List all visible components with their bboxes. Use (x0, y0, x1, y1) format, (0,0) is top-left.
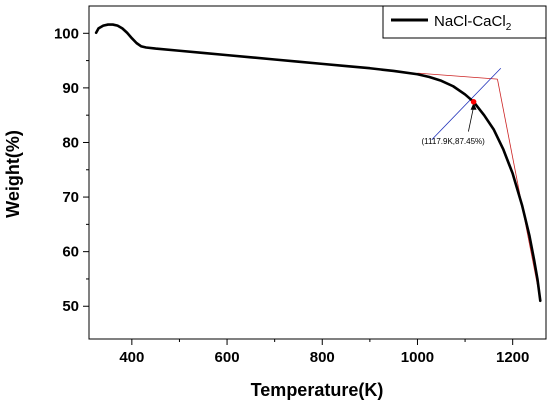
x-axis-title: Temperature(K) (251, 380, 384, 400)
annotation-arrowhead (470, 102, 477, 110)
tangent-line (431, 67, 502, 141)
y-tick-label: 100 (54, 25, 79, 42)
y-tick-label: 70 (62, 189, 79, 206)
x-tick-label: 600 (215, 349, 240, 366)
annotation-label: (1117.9K,87.45%) (422, 137, 486, 146)
tangent-line (497, 79, 539, 290)
plot-frame (88, 5, 547, 340)
y-tick-label: 60 (62, 244, 79, 261)
legend-label: NaCl-CaCl2 (434, 13, 512, 33)
y-tick-label: 80 (62, 134, 79, 151)
series-line (94, 23, 542, 303)
x-tick-label: 1000 (401, 349, 434, 366)
tangent-line (417, 72, 498, 80)
x-tick-label: 800 (310, 349, 335, 366)
x-tick-label: 1200 (496, 349, 529, 366)
annotation-arrow (468, 106, 474, 132)
y-tick-label: 50 (62, 298, 79, 315)
legend-box (382, 5, 547, 39)
y-axis-title: Weight(%) (3, 130, 23, 218)
x-tick-label: 400 (119, 349, 144, 366)
inflection-point-marker (470, 99, 477, 105)
legend: NaCl-CaCl2 (382, 5, 547, 39)
y-tick-label: 90 (62, 80, 79, 97)
